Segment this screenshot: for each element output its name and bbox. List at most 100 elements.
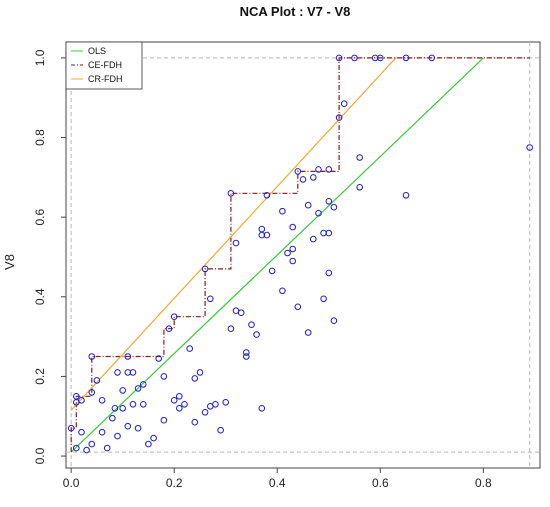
- data-point: [160, 416, 168, 424]
- x-tick-label: 0.4: [269, 476, 286, 490]
- data-point: [134, 424, 142, 432]
- data-point: [176, 405, 183, 412]
- data-point: [88, 440, 96, 448]
- data-point: [335, 114, 343, 121]
- legend-item-ols: OLS: [71, 46, 106, 56]
- data-point: [237, 309, 245, 317]
- data-point: [284, 249, 291, 257]
- data-point: [258, 405, 266, 412]
- data-point: [356, 154, 364, 161]
- data-point: [140, 401, 147, 408]
- data-point: [201, 265, 209, 273]
- data-point: [124, 422, 132, 430]
- plot-border: [65, 41, 541, 469]
- data-point: [212, 401, 219, 408]
- data-point: [315, 166, 322, 173]
- data-point: [526, 144, 534, 151]
- data-point: [129, 401, 137, 408]
- data-point: [325, 229, 333, 237]
- data-point: [150, 434, 157, 442]
- data-point: [310, 174, 317, 181]
- data-point: [304, 329, 312, 336]
- data-point: [93, 377, 101, 384]
- data-point: [263, 192, 271, 199]
- data-point: [98, 428, 106, 436]
- data-point: [330, 203, 338, 211]
- data-point: [402, 54, 410, 62]
- legend-item-ce-fdh: CE-FDH: [71, 60, 122, 70]
- data-point: [140, 381, 147, 388]
- data-point: [176, 393, 183, 400]
- chart-title: NCA Plot : V7 - V8: [240, 4, 351, 19]
- data-point: [268, 267, 276, 275]
- y-tick-label: 1.0: [33, 49, 47, 66]
- y-axis-label: V8: [2, 254, 17, 270]
- data-point: [310, 235, 317, 243]
- legend: OLS CE-FDH CR-FDH: [65, 41, 143, 90]
- x-axis: 0.0 0.2 0.4 0.6 0.8: [63, 468, 492, 490]
- data-point: [243, 349, 250, 356]
- data-point: [320, 295, 327, 303]
- data-point: [78, 397, 85, 404]
- data-point: [191, 418, 199, 426]
- data-point: [170, 313, 178, 321]
- data-point: [325, 166, 333, 173]
- x-tick-label: 0.0: [63, 476, 80, 490]
- data-point: [109, 414, 116, 422]
- data-point: [119, 405, 126, 412]
- x-tick-label: 0.6: [372, 476, 389, 490]
- data-point: [98, 397, 106, 404]
- legend-label-ols: OLS: [88, 46, 106, 56]
- data-point: [279, 287, 286, 295]
- data-point: [243, 353, 250, 360]
- data-point: [217, 426, 224, 434]
- data-point: [160, 373, 168, 380]
- data-point: [111, 405, 119, 412]
- data-point: [289, 257, 297, 265]
- data-point: [129, 369, 137, 376]
- data-point: [191, 375, 199, 382]
- data-point: [155, 355, 162, 362]
- legend-label-cr-fdh: CR-FDH: [88, 74, 123, 84]
- data-point: [289, 245, 297, 253]
- data-point: [351, 54, 358, 62]
- data-point: [248, 321, 255, 329]
- data-point: [186, 345, 193, 352]
- data-point: [232, 239, 240, 247]
- y-tick-label: 0.4: [33, 288, 47, 305]
- plot-frame: [65, 41, 541, 469]
- data-point: [207, 295, 214, 303]
- data-point: [294, 303, 302, 311]
- data-point: [124, 353, 132, 360]
- data-point: [196, 369, 204, 376]
- y-tick-label: 0.8: [33, 129, 47, 146]
- data-point: [325, 198, 333, 205]
- data-point: [356, 184, 364, 191]
- data-point: [145, 440, 152, 448]
- y-tick-label: 0.2: [33, 368, 47, 385]
- scatter-points: [67, 54, 534, 454]
- data-point: [304, 201, 312, 209]
- data-point: [253, 331, 260, 338]
- data-point: [103, 444, 111, 452]
- data-point: [227, 190, 235, 197]
- legend-item-cr-fdh: CR-FDH: [71, 74, 123, 84]
- data-point: [114, 432, 121, 440]
- data-point: [222, 399, 229, 406]
- data-point: [114, 369, 121, 376]
- x-tick-label: 0.8: [475, 476, 492, 490]
- y-axis: 0.0 0.2 0.4 0.6 0.8 1.0: [33, 49, 66, 464]
- data-point: [83, 446, 90, 454]
- data-point: [402, 192, 410, 199]
- data-point: [335, 54, 343, 62]
- ceiling-line-ce-fdh: [70, 57, 530, 453]
- data-point: [377, 54, 384, 62]
- data-point: [181, 401, 188, 408]
- data-point: [165, 325, 173, 333]
- data-point: [279, 207, 286, 215]
- data-point: [134, 385, 142, 392]
- data-point: [170, 397, 178, 404]
- data-point: [119, 387, 126, 394]
- data-point: [227, 325, 235, 333]
- data-point: [67, 424, 75, 432]
